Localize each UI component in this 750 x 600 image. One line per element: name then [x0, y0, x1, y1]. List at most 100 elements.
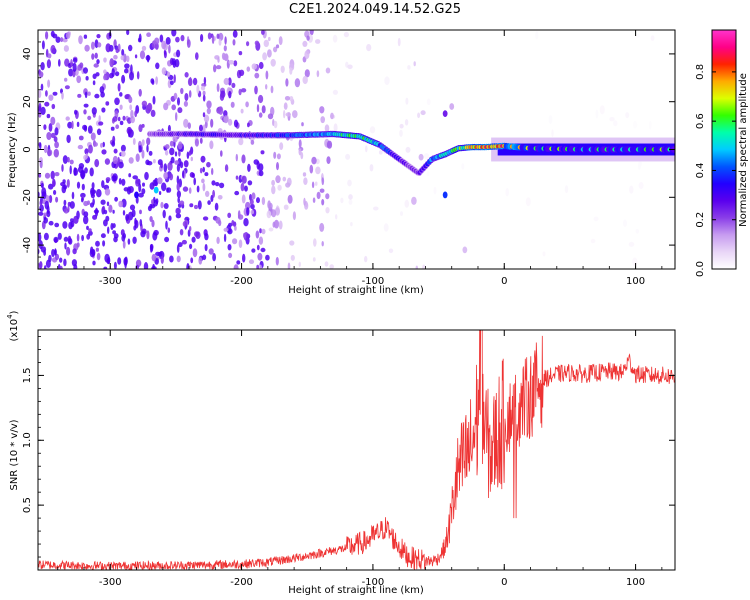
heatmap-cell — [219, 182, 225, 189]
heatmap-cell — [306, 35, 310, 41]
heatmap-cell — [343, 31, 349, 38]
heatmap-cell — [285, 112, 291, 117]
heatmap-cell — [182, 170, 185, 179]
heatmap-cell — [103, 266, 108, 269]
heatmap-cell — [175, 213, 182, 219]
heatmap-cell — [277, 184, 282, 191]
heatmap-cell — [211, 167, 214, 176]
heatmap-cell — [212, 253, 217, 262]
heatmap-cell — [68, 221, 73, 230]
heatmap-cell — [121, 49, 125, 56]
heatmap-cell — [94, 159, 100, 168]
heatmap-cell — [54, 172, 60, 177]
heatmap-cell — [84, 167, 88, 174]
heatmap-cell — [117, 116, 121, 122]
heatmap-cell — [97, 42, 102, 48]
colorbar-label: Normalized spectral amplitude — [738, 73, 749, 227]
heatmap-cell — [63, 258, 67, 267]
heatmap-cell — [268, 36, 271, 42]
colorbar-tick-label: 0.4 — [695, 162, 706, 178]
heatmap-cell — [58, 59, 61, 67]
heatmap-cell — [63, 45, 69, 52]
heatmap-cell — [141, 45, 147, 51]
snr-y-ticks: 0.5 1.0 1.5 — [22, 336, 675, 558]
heatmap-cell — [125, 214, 129, 221]
heatmap-cell — [48, 94, 54, 101]
heatmap-cell — [174, 160, 180, 165]
heatmap-cell — [175, 36, 180, 43]
heatmap-cell — [96, 252, 101, 261]
heatmap-cell — [163, 171, 169, 180]
heatmap-cell — [145, 159, 150, 166]
heatmap-cell — [134, 54, 138, 59]
heatmap-cell — [92, 80, 96, 86]
heatmap-cell — [227, 77, 232, 86]
heatmap-cell — [128, 186, 134, 193]
heatmap-cell — [83, 215, 89, 225]
heatmap-cell — [55, 196, 59, 203]
heatmap-cell — [192, 248, 198, 258]
heatmap-cell — [138, 192, 144, 198]
heatmap-cell — [141, 100, 148, 107]
heatmap-cell — [244, 185, 248, 192]
heatmap-cell — [50, 116, 56, 126]
heatmap-cell — [255, 230, 260, 239]
heatmap-cell — [133, 225, 137, 231]
heatmap-cell — [194, 204, 198, 210]
heatmap-cell — [345, 153, 351, 160]
heatmap-cell — [100, 142, 103, 148]
spectrogram-x-label: Height of straight line (km) — [288, 285, 424, 296]
heatmap-cell — [54, 127, 59, 136]
heatmap-cell — [260, 150, 265, 155]
figure-title: C2E1.2024.049.14.52.G25 — [289, 2, 461, 17]
heatmap-cell — [200, 34, 204, 42]
heatmap-cell — [227, 244, 232, 251]
heatmap-cell — [223, 110, 228, 118]
heatmap-cell — [122, 240, 126, 249]
heatmap-cell — [39, 160, 43, 169]
heatmap-cell — [202, 166, 205, 173]
heatmap-cell — [38, 211, 44, 216]
heatmap-cell — [110, 222, 114, 231]
heatmap-cell — [251, 63, 257, 70]
heatmap-cell — [321, 241, 324, 247]
heatmap-cell — [635, 229, 640, 234]
heatmap-cell — [155, 198, 159, 205]
heatmap-cell — [66, 134, 71, 144]
heatmap-cell — [113, 261, 117, 269]
snr-plot-area — [38, 330, 675, 570]
heatmap-cell — [161, 182, 167, 192]
heatmap-cell — [112, 173, 118, 182]
heatmap-cell — [50, 170, 55, 180]
heatmap-cell — [61, 185, 67, 194]
heatmap-cell — [43, 124, 47, 130]
heatmap-cell — [117, 83, 121, 92]
heatmap-cell — [233, 119, 239, 128]
heatmap-cell — [333, 123, 338, 132]
heatmap-cell — [91, 41, 95, 50]
heatmap-cell — [138, 145, 142, 153]
heatmap-cell — [326, 140, 333, 149]
heatmap-cell — [78, 35, 83, 45]
heatmap-cell — [202, 216, 209, 221]
heatmap-cell — [196, 185, 200, 193]
heatmap-cell — [384, 76, 390, 85]
heatmap-cell — [114, 196, 118, 202]
heatmap-cell — [193, 177, 196, 186]
heatmap-cell — [590, 238, 596, 244]
heatmap-cell — [65, 116, 70, 121]
heatmap-cell — [47, 79, 51, 88]
heatmap-cell — [129, 71, 134, 81]
heatmap-cell — [105, 43, 111, 53]
heatmap-cell — [256, 104, 260, 113]
heatmap-cell — [177, 197, 180, 204]
heatmap-cell — [169, 255, 174, 263]
heatmap-cell — [124, 63, 130, 69]
snr-frame — [37, 329, 676, 571]
heatmap-cell — [292, 110, 298, 119]
heatmap-cell — [76, 233, 80, 242]
heatmap-cell — [442, 191, 448, 199]
heatmap-cell — [40, 61, 45, 71]
heatmap-cell — [632, 257, 638, 267]
heatmap-cell — [224, 164, 229, 173]
